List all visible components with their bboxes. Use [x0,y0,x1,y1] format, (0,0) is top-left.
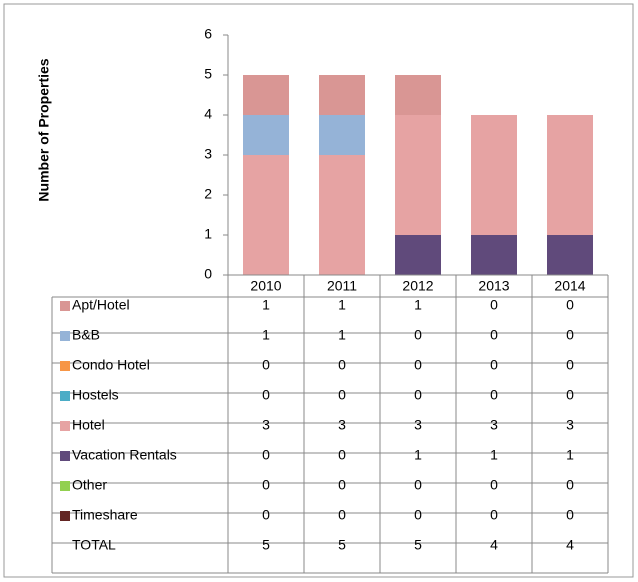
table-value: 3 [414,417,422,433]
table-value: 0 [414,327,422,343]
legend-label: Other [72,477,107,493]
bar-segment [243,115,289,155]
legend-swatch [60,481,70,491]
table-value: 0 [338,507,346,523]
bar-segment [319,75,365,115]
legend-label: Vacation Rentals [72,447,177,463]
table-value: 0 [566,357,574,373]
legend-swatch [60,331,70,341]
table-value: 0 [490,327,498,343]
legend-swatch [60,301,70,311]
bar-segment [319,115,365,155]
table-value: 0 [262,507,270,523]
legend-label: Hotel [72,417,105,433]
legend-label: Timeshare [72,507,138,523]
y-tick-label: 1 [204,226,212,242]
legend-label: Apt/Hotel [72,297,130,313]
x-tick-label: 2011 [327,278,357,294]
bar-segment [547,235,593,275]
y-tick-label: 6 [204,26,212,42]
y-tick-label: 0 [204,266,212,282]
table-value: 0 [414,477,422,493]
table-value: 0 [338,447,346,463]
x-tick-label: 2013 [478,278,509,294]
bar-segment [395,235,441,275]
table-value: 1 [414,447,422,463]
table-value: 0 [490,477,498,493]
table-value: 0 [262,477,270,493]
table-value: 3 [566,417,574,433]
y-axis-label: Number of Properties [36,58,52,201]
table-value: 0 [490,507,498,523]
table-value: 0 [490,387,498,403]
table-value: 1 [262,327,270,343]
table-value: 0 [338,357,346,373]
table-value: 1 [566,447,574,463]
table-value: 3 [490,417,498,433]
total-label: TOTAL [72,537,116,553]
table-value: 0 [490,297,498,313]
table-value: 0 [414,507,422,523]
table-value: 1 [262,297,270,313]
table-value: 0 [338,477,346,493]
y-tick-label: 3 [204,146,212,162]
table-value: 5 [414,537,422,553]
table-value: 1 [338,297,346,313]
bar-segment [471,115,517,235]
legend-swatch [60,421,70,431]
table-value: 1 [490,447,498,463]
legend-swatch [60,361,70,371]
bar-segment [395,75,441,115]
x-tick-label: 2014 [554,278,585,294]
legend-label: Condo Hotel [72,357,150,373]
y-tick-label: 4 [204,106,212,122]
table-value: 0 [566,507,574,523]
table-value: 3 [262,417,270,433]
x-tick-label: 2012 [402,278,433,294]
table-value: 5 [338,537,346,553]
table-value: 0 [414,357,422,373]
table-value: 0 [414,387,422,403]
table-value: 0 [262,357,270,373]
chart-frame [3,3,634,578]
y-tick-label: 2 [204,186,212,202]
table-value: 0 [338,387,346,403]
table-value: 0 [566,297,574,313]
table-value: 0 [262,447,270,463]
bar-segment [471,235,517,275]
legend-label: B&B [72,327,100,343]
bar-segment [243,75,289,115]
table-value: 4 [566,537,574,553]
bar-segment [547,115,593,235]
table-value: 0 [262,387,270,403]
bar-segment [395,115,441,235]
legend-label: Hostels [72,387,119,403]
bar-segment [243,155,289,275]
table-value: 0 [566,327,574,343]
table-value: 1 [338,327,346,343]
table-value: 3 [338,417,346,433]
bar-segment [319,155,365,275]
table-value: 5 [262,537,270,553]
x-tick-label: 2010 [250,278,281,294]
table-value: 0 [490,357,498,373]
legend-swatch [60,451,70,461]
table-value: 0 [566,477,574,493]
y-tick-label: 5 [204,66,212,82]
table-value: 0 [566,387,574,403]
table-value: 4 [490,537,498,553]
legend-swatch [60,391,70,401]
legend-swatch [60,511,70,521]
table-value: 1 [414,297,422,313]
